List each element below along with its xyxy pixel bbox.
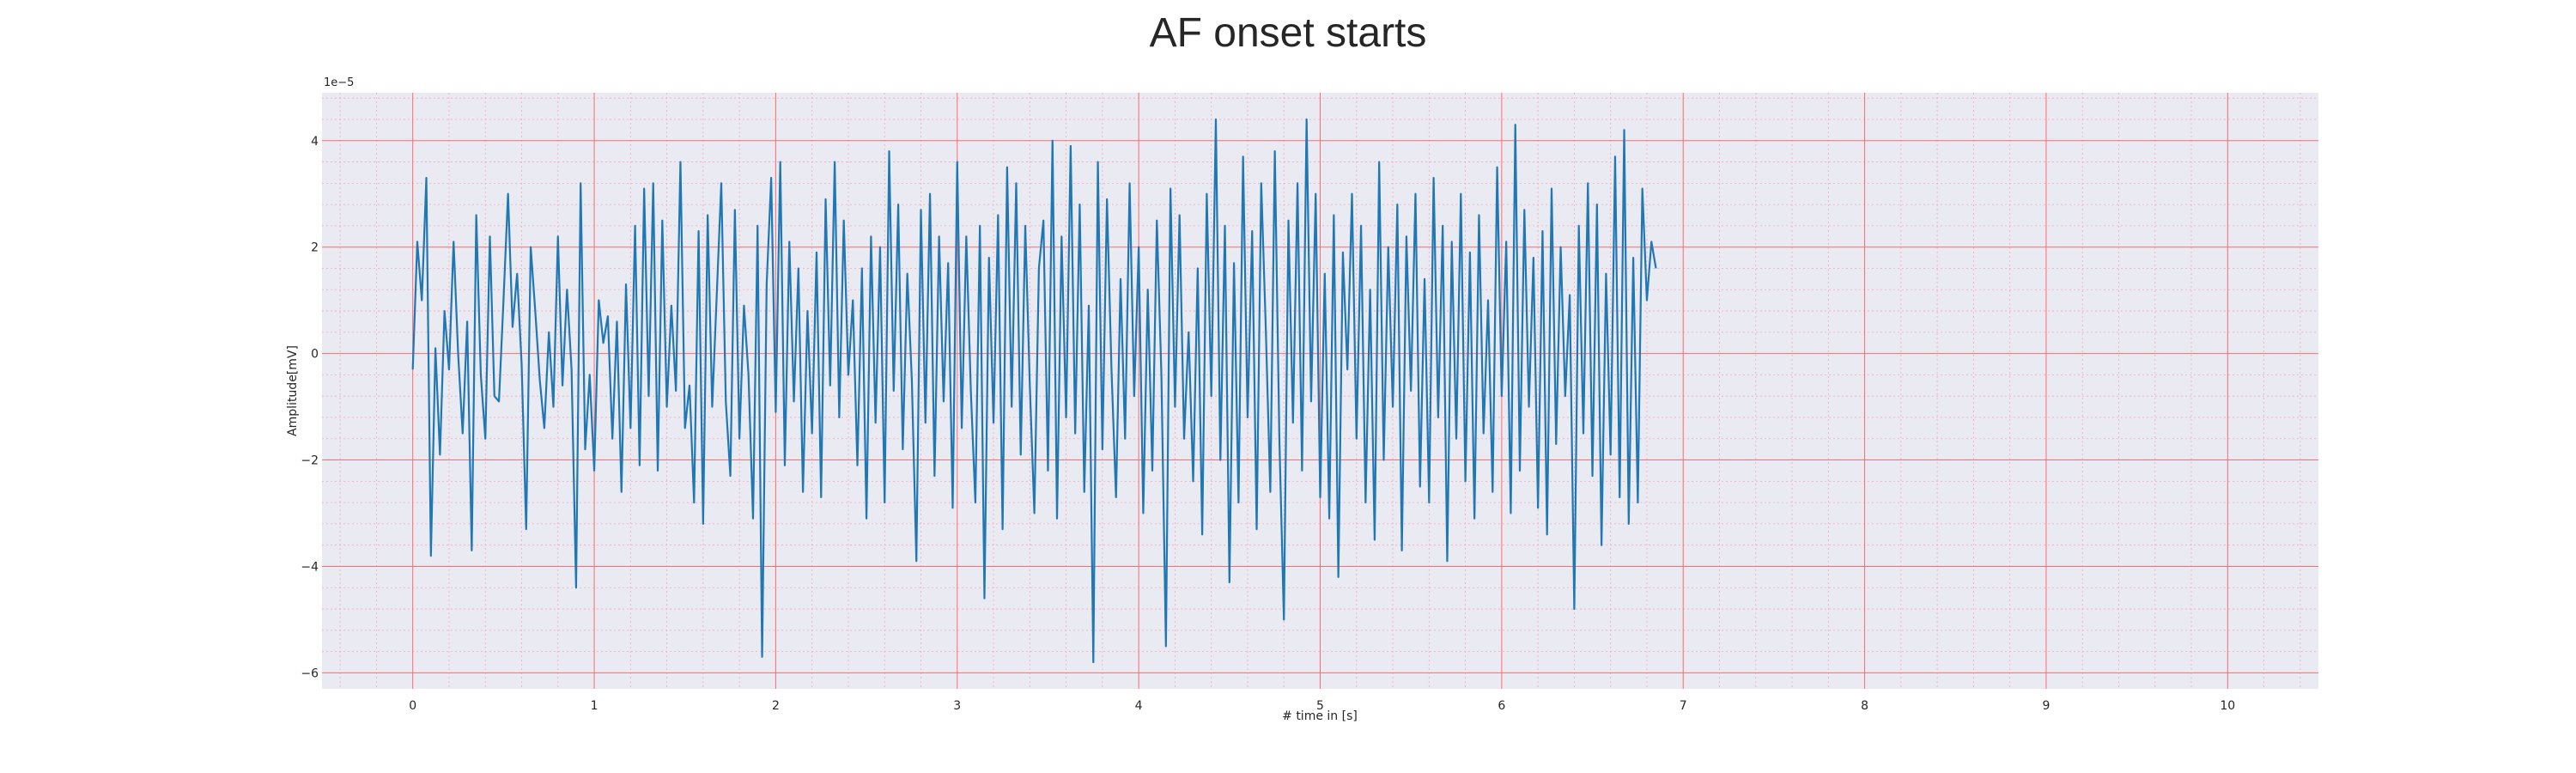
- x-tick-label: 9: [2042, 699, 2050, 713]
- y-tick-label: 0: [311, 348, 319, 362]
- x-tick-label: 1: [591, 699, 598, 713]
- x-tick-label: 4: [1135, 699, 1143, 713]
- y-axis-offset-text: 1e−5: [324, 76, 354, 89]
- y-tick-label: −2: [301, 454, 319, 468]
- x-axis-label: # time in [s]: [1282, 709, 1358, 723]
- series-layer: [411, 118, 1657, 664]
- x-tick-label: 6: [1498, 699, 1505, 713]
- x-tick-label: 2: [772, 699, 780, 713]
- x-tick-label: 10: [2220, 699, 2235, 713]
- y-axis-label: Amplitude[mV]: [286, 345, 300, 436]
- x-tick-label: 0: [409, 699, 416, 713]
- y-tick-label: −6: [301, 666, 319, 680]
- x-tick-label: 7: [1680, 699, 1687, 713]
- y-tick-label: −4: [301, 560, 319, 574]
- x-tick-label: 3: [953, 699, 961, 713]
- x-tick-label: 5: [1316, 699, 1324, 713]
- x-tick-label: 8: [1861, 699, 1868, 713]
- y-tick-label: 2: [311, 241, 319, 255]
- y-axis-ticks: −6 −4 −2 0 2 4: [301, 135, 319, 681]
- y-tick-label: 4: [311, 135, 319, 149]
- chart-title: AF onset starts: [1150, 10, 1427, 56]
- x-axis-ticks: 0 1 2 3 4 5 6 7 8 9 10: [409, 699, 2235, 713]
- series-line: [411, 118, 1657, 664]
